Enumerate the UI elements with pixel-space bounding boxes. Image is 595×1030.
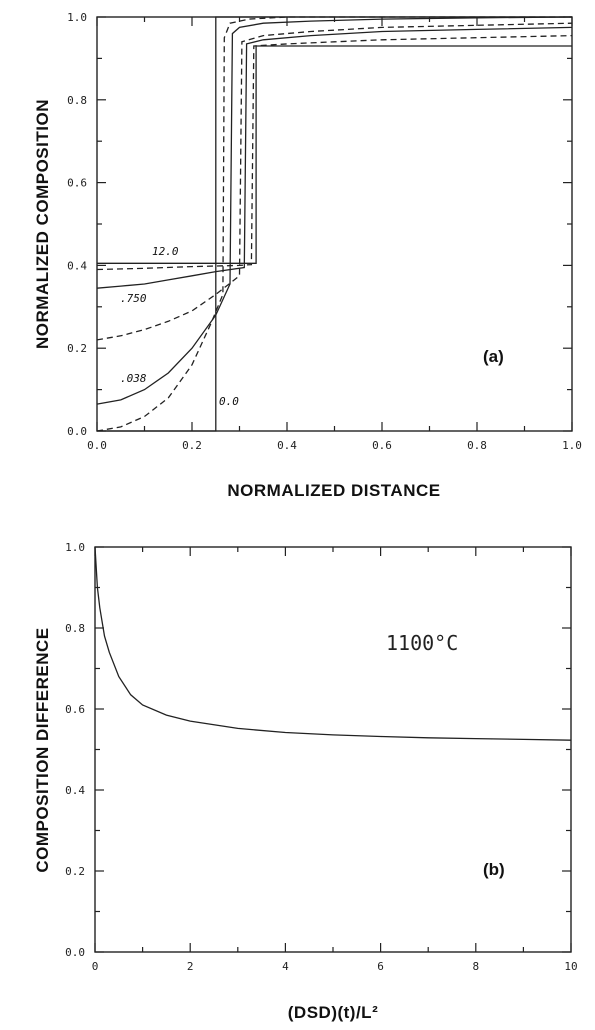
y-tick-label: 1.0 [67, 11, 87, 24]
axis-ticks [96, 16, 573, 432]
y-axis-title: COMPOSITION DIFFERENCE [33, 627, 52, 872]
plot-frame [96, 16, 573, 432]
y-tick-label: 0.6 [65, 703, 85, 716]
chart-panel-b: 0 2 4 6 8 10 0.0 0.2 0.4 0.6 0.8 1.0 1100°C (b) (DS… [33, 541, 578, 1022]
x-tick-label: 0.6 [372, 439, 392, 452]
panel-label: (a) [483, 347, 504, 366]
axis-ticks [94, 546, 572, 953]
y-tick-label: 0.8 [67, 94, 87, 107]
y-tick-label: 0.0 [67, 425, 87, 438]
x-tick-label: 8 [472, 960, 479, 973]
y-tick-label: 0.0 [65, 946, 85, 959]
x-tick-label: 6 [377, 960, 384, 973]
x-axis-title: (DSD)(t)/L² [288, 1003, 378, 1022]
y-tick-label: 0.8 [65, 622, 85, 635]
series-group [94, 546, 572, 741]
y-axis-title: NORMALIZED COMPOSITION [33, 99, 52, 349]
x-tick-label: 4 [282, 960, 289, 973]
panel-label: (b) [483, 860, 505, 879]
x-tick-label: 0.8 [467, 439, 487, 452]
curve-label: 12.0 [152, 245, 179, 258]
x-tick-label: 0.2 [182, 439, 202, 452]
series-line [96, 16, 573, 405]
series-line [97, 16, 572, 432]
x-tick-label: 1.0 [562, 439, 582, 452]
y-tick-label: 0.4 [65, 784, 85, 797]
series-line [96, 16, 572, 432]
x-tick-label: 0.0 [87, 439, 107, 452]
series-line [97, 45, 572, 264]
x-tick-label: 10 [564, 960, 577, 973]
curve-label: .038 [120, 372, 147, 385]
y-tick-label: 0.6 [67, 177, 87, 190]
x-axis-title: NORMALIZED DISTANCE [227, 481, 440, 500]
curve-label: 0.0 [219, 395, 239, 408]
x-tick-label: 0 [92, 960, 99, 973]
tick-labels: 0 2 4 6 8 10 0.0 0.2 0.4 0.6 0.8 1.0 [65, 541, 578, 973]
curve-labels: 0.0 .038 .750 12.0 [120, 245, 239, 408]
chart-panel-a: 0.0 0.2 0.4 0.6 0.8 1.0 0.0 0.2 0.4 0.6 0.8 1.0 0.0… [33, 11, 582, 500]
curve-label: .750 [120, 292, 147, 305]
y-tick-label: 1.0 [65, 541, 85, 554]
x-tick-label: 2 [187, 960, 194, 973]
y-tick-label: 0.2 [65, 865, 85, 878]
x-tick-label: 0.4 [277, 439, 297, 452]
tick-labels: 0.0 0.2 0.4 0.6 0.8 1.0 0.0 0.2 0.4 0.6 0.8 1.0 [67, 11, 582, 452]
series-line [96, 22, 573, 341]
series-line [96, 26, 573, 289]
plot-frame [94, 546, 572, 953]
series-line [94, 546, 572, 741]
series-line [96, 34, 573, 271]
y-tick-label: 0.2 [67, 342, 87, 355]
temperature-annotation: 1100°C [386, 631, 458, 655]
series-group [96, 16, 573, 432]
y-tick-label: 0.4 [67, 259, 87, 272]
